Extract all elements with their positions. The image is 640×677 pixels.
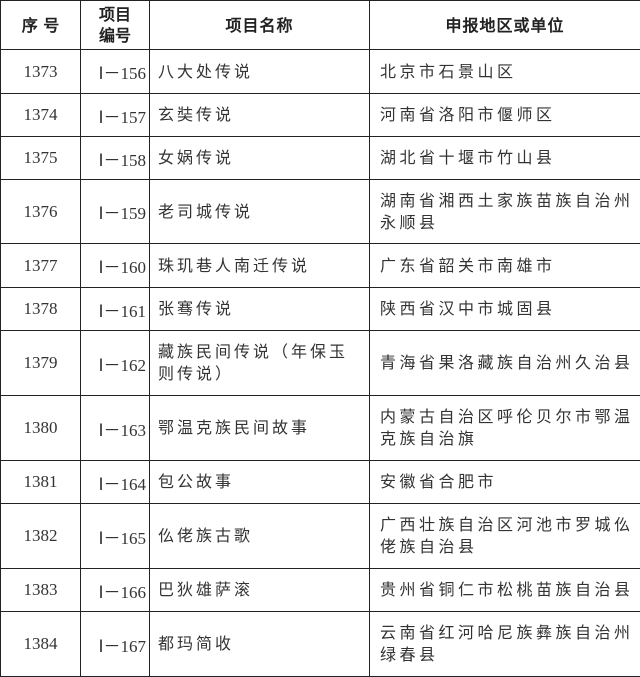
name-cell: 鄂温克族民间故事 xyxy=(150,396,370,461)
region-cell: 内蒙古自治区呼伦贝尔市鄂温克族自治旗 xyxy=(370,396,640,461)
name-cell: 藏族民间传说（年保玉则传说） xyxy=(150,331,370,396)
name-cell: 仫佬族古歌 xyxy=(150,504,370,569)
region-cell: 广东省韶关市南雄市 xyxy=(370,244,640,288)
index-cell: 1373 xyxy=(1,50,81,94)
region-cell: 广西壮族自治区河池市罗城仫佬族自治县 xyxy=(370,504,640,569)
code-cell: Ⅰ－161 xyxy=(81,288,150,331)
region-cell: 湖南省湘西土家族苗族自治州永顺县 xyxy=(370,180,640,244)
header-code-label: 项目编号 xyxy=(99,4,131,46)
index-cell: 1375 xyxy=(1,137,81,180)
region-cell: 陕西省汉中市城固县 xyxy=(370,288,640,331)
header-name: 项目名称 xyxy=(150,1,370,50)
code-cell: Ⅰ－166 xyxy=(81,569,150,612)
code-cell: Ⅰ－164 xyxy=(81,461,150,504)
code-cell: Ⅰ－162 xyxy=(81,331,150,396)
region-cell: 北京市石景山区 xyxy=(370,50,640,94)
index-cell: 1384 xyxy=(1,612,81,677)
code-cell: Ⅰ－158 xyxy=(81,137,150,180)
code-cell: Ⅰ－160 xyxy=(81,244,150,288)
index-cell: 1374 xyxy=(1,94,81,137)
code-cell: Ⅰ－163 xyxy=(81,396,150,461)
name-cell: 珠玑巷人南迁传说 xyxy=(150,244,370,288)
code-cell: Ⅰ－165 xyxy=(81,504,150,569)
index-cell: 1377 xyxy=(1,244,81,288)
index-cell: 1381 xyxy=(1,461,81,504)
name-cell: 玄奘传说 xyxy=(150,94,370,137)
name-cell: 老司城传说 xyxy=(150,180,370,244)
name-cell: 包公故事 xyxy=(150,461,370,504)
index-cell: 1379 xyxy=(1,331,81,396)
region-cell: 安徽省合肥市 xyxy=(370,461,640,504)
region-cell: 青海省果洛藏族自治州久治县 xyxy=(370,331,640,396)
region-cell: 河南省洛阳市偃师区 xyxy=(370,94,640,137)
code-cell: Ⅰ－159 xyxy=(81,180,150,244)
name-cell: 巴狄雄萨滚 xyxy=(150,569,370,612)
index-cell: 1378 xyxy=(1,288,81,331)
name-cell: 都玛简收 xyxy=(150,612,370,677)
index-cell: 1383 xyxy=(1,569,81,612)
region-cell: 贵州省铜仁市松桃苗族自治县 xyxy=(370,569,640,612)
code-cell: Ⅰ－156 xyxy=(81,50,150,94)
index-cell: 1382 xyxy=(1,504,81,569)
header-code: 项目编号 xyxy=(81,1,150,50)
name-cell: 女娲传说 xyxy=(150,137,370,180)
index-cell: 1380 xyxy=(1,396,81,461)
name-cell: 八大处传说 xyxy=(150,50,370,94)
header-region: 申报地区或单位 xyxy=(370,1,640,50)
region-cell: 湖北省十堰市竹山县 xyxy=(370,137,640,180)
table-header-row: 序 号 项目编号 项目名称 申报地区或单位 xyxy=(1,1,640,50)
name-cell: 张骞传说 xyxy=(150,288,370,331)
region-cell: 云南省红河哈尼族彝族自治州绿春县 xyxy=(370,612,640,677)
header-index: 序 号 xyxy=(1,1,81,50)
code-cell: Ⅰ－157 xyxy=(81,94,150,137)
index-cell: 1376 xyxy=(1,180,81,244)
code-cell: Ⅰ－167 xyxy=(81,612,150,677)
